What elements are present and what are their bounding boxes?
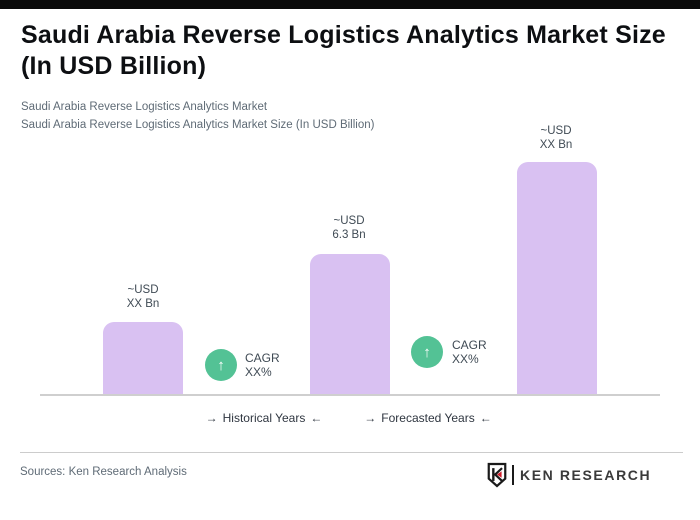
cagr-label: CAGR XX% (245, 351, 280, 379)
cagr-text: CAGR (452, 338, 487, 352)
cagr-value: XX% (452, 352, 479, 366)
bar-current (310, 254, 390, 394)
page-title-line1: Saudi Arabia Reverse Logistics Analytics… (21, 21, 666, 49)
right-arrow-icon: → (364, 411, 377, 425)
bar-historical-start (103, 322, 183, 394)
arrow-up-glyph: ↑ (217, 356, 225, 374)
logo-text: KEN RESEARCH (520, 467, 652, 483)
axis-label-historical-years: → Historical Years ← (179, 411, 349, 426)
cagr-text: CAGR (245, 351, 280, 365)
chart-subtitle-line1: Saudi Arabia Reverse Logistics Analytics… (21, 101, 268, 113)
right-arrow-icon: → (205, 411, 218, 425)
axis-label-text: Forecasted Years (381, 411, 475, 425)
sources-note: Sources: Ken Research Analysis (20, 466, 187, 478)
ken-research-logo: KEN RESEARCH (486, 462, 651, 488)
chart-subtitle-line2: Saudi Arabia Reverse Logistics Analytics… (21, 119, 375, 131)
x-axis-baseline (40, 394, 660, 396)
left-arrow-icon: ← (310, 411, 323, 425)
bar-value-label: ~USD XX Bn (496, 124, 616, 152)
bar-value-label: ~USD 6.3 Bn (289, 214, 409, 242)
cagr-value: XX% (245, 365, 272, 379)
bar-value-line2: 6.3 Bn (332, 229, 366, 241)
left-arrow-icon: ← (479, 411, 492, 425)
bar-forecast-end (517, 162, 597, 394)
bar-value-line2: XX Bn (126, 298, 160, 310)
bar-value-line1: ~USD (127, 284, 159, 296)
axis-label-text: Historical Years (222, 411, 306, 425)
arrow-up-icon: ↑ (411, 336, 443, 368)
page-title: Saudi Arabia Reverse Logistics Analytics… (21, 20, 689, 82)
arrow-up-glyph: ↑ (423, 343, 431, 361)
cagr-label: CAGR XX% (452, 338, 487, 366)
bar-value-line1: ~USD (540, 125, 572, 137)
logo-separator (512, 465, 514, 485)
ken-research-shield-icon (487, 462, 507, 488)
top-black-bar (0, 0, 700, 9)
bar-value-line1: ~USD (333, 215, 365, 227)
chart-subtitle: Saudi Arabia Reverse Logistics Analytics… (21, 98, 681, 134)
bar-value-line2: XX Bn (539, 139, 573, 151)
page-title-line2: (In USD Billion) (21, 52, 207, 80)
footer-divider (20, 452, 683, 453)
bar-value-label: ~USD XX Bn (83, 283, 203, 311)
axis-label-forecasted-years: → Forecasted Years ← (343, 411, 513, 426)
arrow-up-icon: ↑ (205, 349, 237, 381)
